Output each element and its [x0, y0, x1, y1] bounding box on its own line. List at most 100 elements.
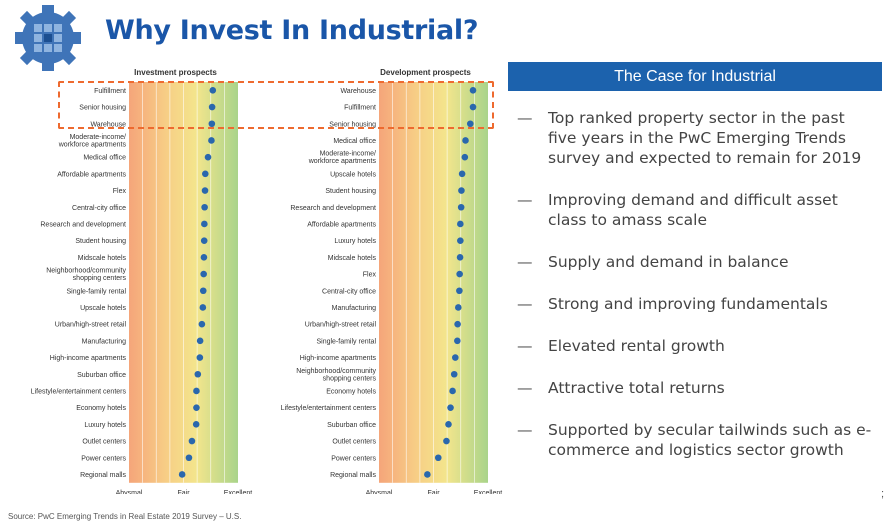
data-point: [201, 187, 209, 194]
chart-title: Investment prospects: [134, 68, 217, 77]
bullet-text: Top ranked property sector in the past f…: [548, 109, 862, 167]
category-label: High-income apartments: [300, 355, 377, 362]
category-label: Single-family rental: [66, 288, 126, 295]
source-note: Source: PwC Emerging Trends in Real Esta…: [8, 512, 242, 521]
data-point: [200, 270, 207, 278]
data-point: [208, 103, 216, 111]
category-label: Luxury hotels: [334, 238, 376, 245]
category-label: Lifestyle/entertainment centers: [281, 405, 377, 412]
case-bullet: — Elevated rental growth: [517, 336, 877, 356]
data-point: [443, 437, 450, 445]
data-point: [447, 404, 454, 411]
case-bullet: — Top ranked property sector in the past …: [517, 108, 877, 168]
category-label: Senior housing: [79, 105, 126, 112]
bullet-text: Attractive total returns: [548, 379, 725, 397]
page-title: Why Invest In Industrial?: [105, 15, 479, 46]
category-label: Regional malls: [330, 472, 376, 479]
data-point: [202, 170, 209, 178]
bullet-dash: —: [517, 337, 533, 355]
category-label: Upscale hotels: [330, 171, 376, 178]
category-label: Suburban office: [77, 372, 126, 379]
category-label: Flex: [363, 272, 377, 279]
category-label: Urban/high-street retail: [55, 322, 127, 329]
data-point: [450, 370, 458, 378]
bullet-dash: —: [517, 253, 533, 271]
category-label: Moderate-income/workforce apartments: [308, 151, 377, 166]
category-label: Outlet centers: [82, 439, 126, 446]
data-point: [454, 337, 461, 345]
bullet-text: Elevated rental growth: [548, 337, 725, 355]
data-point: [204, 153, 212, 161]
category-label: Student housing: [325, 188, 376, 195]
data-point: [185, 454, 193, 462]
category-label: Moderate-income/workforce apartments: [58, 134, 127, 149]
category-label: Fulfillment: [94, 88, 126, 95]
top-sectors-highlight-box: [58, 81, 494, 129]
category-label: Medical office: [333, 138, 376, 145]
data-point: [457, 237, 464, 244]
category-label: Luxury hotels: [84, 422, 126, 429]
data-point: [198, 320, 206, 328]
bullet-dash: —: [517, 295, 533, 313]
chart-title: Development prospects: [380, 68, 471, 77]
category-label: Research and development: [290, 205, 376, 212]
data-point: [458, 187, 465, 194]
case-bullet: — Strong and improving fundamentals: [517, 294, 877, 314]
x-tick-label: Abysmal: [366, 490, 393, 494]
data-point: [457, 203, 465, 211]
data-point: [188, 437, 196, 445]
case-bullet: — Attractive total returns: [517, 378, 877, 398]
category-label: High-income apartments: [50, 355, 127, 362]
category-label: Warehouse: [340, 88, 376, 95]
category-label: Senior housing: [329, 121, 376, 128]
data-point: [199, 287, 207, 295]
data-point: [434, 454, 442, 462]
data-point: [469, 87, 477, 94]
company-logo: [15, 5, 81, 71]
x-tick-label: Abysmal: [116, 490, 143, 494]
category-label: Neighborhood/community shopping centers: [296, 368, 376, 383]
data-point: [469, 103, 477, 111]
data-point: [178, 471, 186, 478]
category-label: Economy hotels: [326, 388, 376, 395]
data-point: [192, 421, 200, 428]
category-label: Outlet centers: [332, 439, 376, 446]
bullet-dash: —: [517, 109, 533, 127]
category-label: Single-family rental: [316, 338, 376, 345]
category-label: Research and development: [40, 221, 126, 228]
category-label: Affordable apartments: [307, 221, 376, 228]
data-point: [208, 137, 215, 144]
chart-svg: Development prospects Warehouse Fulfillmen…: [281, 68, 503, 497]
data-point: [454, 304, 462, 311]
data-point: [201, 203, 208, 211]
category-label: Upscale hotels: [80, 305, 126, 312]
x-tick-label: Excellent: [224, 490, 252, 494]
x-tick-label: Fair: [427, 490, 440, 494]
category-label: Neighborhood/community shopping centers: [46, 268, 126, 283]
category-label: Affordable apartments: [57, 171, 126, 178]
case-bullet-list: — Top ranked property sector in the past …: [517, 108, 877, 482]
category-label: Flex: [113, 188, 127, 195]
data-point: [201, 220, 208, 228]
data-point: [196, 354, 204, 361]
bullet-text: Strong and improving fundamentals: [548, 295, 828, 313]
data-point: [208, 120, 216, 128]
data-point: [458, 170, 466, 178]
case-bullet: — Supported by secular tailwinds such as …: [517, 420, 877, 460]
investment-prospects-chart: Investment prospects Fulfillment Senior ho…: [12, 64, 257, 499]
category-label: Lifestyle/entertainment centers: [31, 388, 127, 395]
category-label: Regional malls: [80, 472, 126, 479]
case-bullet: — Improving demand and difficult asset cl…: [517, 190, 877, 230]
data-point: [194, 370, 202, 378]
bullet-dash: —: [517, 421, 533, 439]
bullet-dash: —: [517, 379, 533, 397]
data-point: [449, 387, 456, 395]
data-point: [456, 254, 464, 261]
data-point: [457, 220, 464, 228]
bullet-dash: —: [517, 191, 533, 209]
category-label: Manufacturing: [82, 338, 126, 345]
data-point: [196, 337, 204, 345]
data-point: [462, 137, 469, 144]
category-label: Power centers: [81, 455, 126, 462]
data-point: [452, 354, 459, 361]
